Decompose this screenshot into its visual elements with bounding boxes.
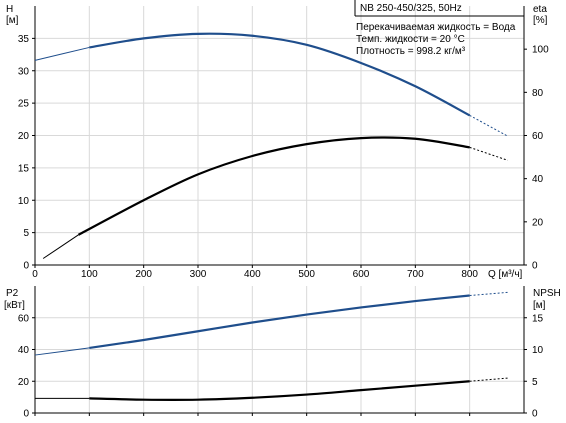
y-left-tick-label: 60 bbox=[18, 313, 30, 324]
bottom-chart-ticks: 0 20 40 60 0 5 10 15 bbox=[18, 313, 544, 419]
bottom-series-1 bbox=[35, 377, 508, 401]
x-tick-label: 100 bbox=[81, 269, 98, 280]
top-series-0 bbox=[34, 32, 508, 137]
y-right-tick-label: 0 bbox=[532, 261, 538, 272]
y-right-unit-eta: [%] bbox=[533, 15, 548, 26]
y-right-tick-label: 60 bbox=[532, 131, 544, 142]
x-tick-label: 200 bbox=[135, 269, 152, 280]
y-left-unit-h: [м] bbox=[6, 15, 19, 26]
y-left-label-h: H bbox=[6, 4, 13, 15]
y-left-tick-label: 5 bbox=[23, 228, 29, 239]
y-right-tick-label: 80 bbox=[532, 88, 544, 99]
y-left-tick-label: 25 bbox=[18, 99, 30, 110]
y-left-tick-label: 15 bbox=[18, 163, 30, 174]
y-left-tick-label: 35 bbox=[18, 34, 30, 45]
y-right-unit-npsh: [м] bbox=[533, 300, 546, 311]
top-series-1-tail-line bbox=[469, 146, 508, 161]
y-right-tick-label: 5 bbox=[532, 377, 538, 388]
top-series-0-tail-line bbox=[469, 114, 508, 137]
note-liquid: Перекачиваемая жидкость = Вода bbox=[356, 22, 516, 33]
x-tick-label: 500 bbox=[298, 269, 315, 280]
y-right-tick-label: 10 bbox=[532, 345, 544, 356]
y-right-tick-label: 20 bbox=[532, 217, 544, 228]
x-tick-label: 800 bbox=[461, 269, 478, 280]
y-left-tick-label: 10 bbox=[18, 196, 30, 207]
note-temperature: Темп. жидкости = 20 °C bbox=[356, 34, 465, 45]
top-series-1 bbox=[42, 136, 508, 259]
bottom-chart-series bbox=[34, 291, 508, 401]
top-chart: NB 250-450/325, 50Hz Перекачиваемая жидк… bbox=[6, 0, 549, 280]
top-chart-grid bbox=[35, 6, 524, 265]
bottom-series-0-tail-line bbox=[469, 291, 508, 297]
x-axis-label: Q [м³/ч] bbox=[488, 269, 523, 280]
top-series-1-start-line bbox=[42, 234, 79, 259]
y-right-label-npsh: NPSH bbox=[533, 288, 561, 299]
bottom-series-0 bbox=[34, 291, 508, 356]
y-left-label-p2: P2 bbox=[6, 288, 19, 299]
bottom-series-0-start-line bbox=[34, 347, 90, 356]
top-series-1-line bbox=[77, 136, 470, 236]
y-left-tick-label: 20 bbox=[18, 131, 30, 142]
chart-title: NB 250-450/325, 50Hz bbox=[360, 3, 462, 14]
y-right-tick-label: 15 bbox=[532, 313, 544, 324]
x-tick-label: 400 bbox=[244, 269, 261, 280]
y-right-tick-label: 0 bbox=[532, 409, 538, 420]
y-left-tick-label: 0 bbox=[23, 409, 29, 420]
note-density: Плотность = 998.2 кг/м³ bbox=[356, 46, 466, 57]
y-right-tick-label: 100 bbox=[532, 45, 549, 56]
x-tick-label: 700 bbox=[407, 269, 424, 280]
bottom-chart: P2 [кВт] NPSH [м] 0 20 40 60 0 5 10 15 bbox=[4, 286, 561, 420]
y-left-tick-label: 20 bbox=[18, 377, 30, 388]
bottom-series-1-line bbox=[89, 380, 470, 401]
y-left-tick-label: 0 bbox=[23, 261, 29, 272]
x-tick-label: 300 bbox=[190, 269, 207, 280]
x-tick-label: 0 bbox=[32, 269, 38, 280]
top-series-0-start-line bbox=[34, 46, 90, 61]
y-left-unit-p2: [кВт] bbox=[4, 300, 25, 311]
top-series-0-line bbox=[89, 32, 471, 117]
x-tick-label: 600 bbox=[353, 269, 370, 280]
top-chart-ticks: 0 100 200 300 400 500 600 700 800 0 5 10 15 20 25 30 35 0… bbox=[18, 34, 549, 280]
y-right-label-eta: eta bbox=[533, 4, 547, 15]
y-left-tick-label: 30 bbox=[18, 66, 30, 77]
bottom-series-0-line bbox=[89, 294, 470, 349]
y-right-tick-label: 40 bbox=[532, 174, 544, 185]
top-chart-series bbox=[34, 32, 508, 259]
bottom-chart-grid bbox=[35, 286, 524, 413]
y-left-tick-label: 40 bbox=[18, 345, 30, 356]
